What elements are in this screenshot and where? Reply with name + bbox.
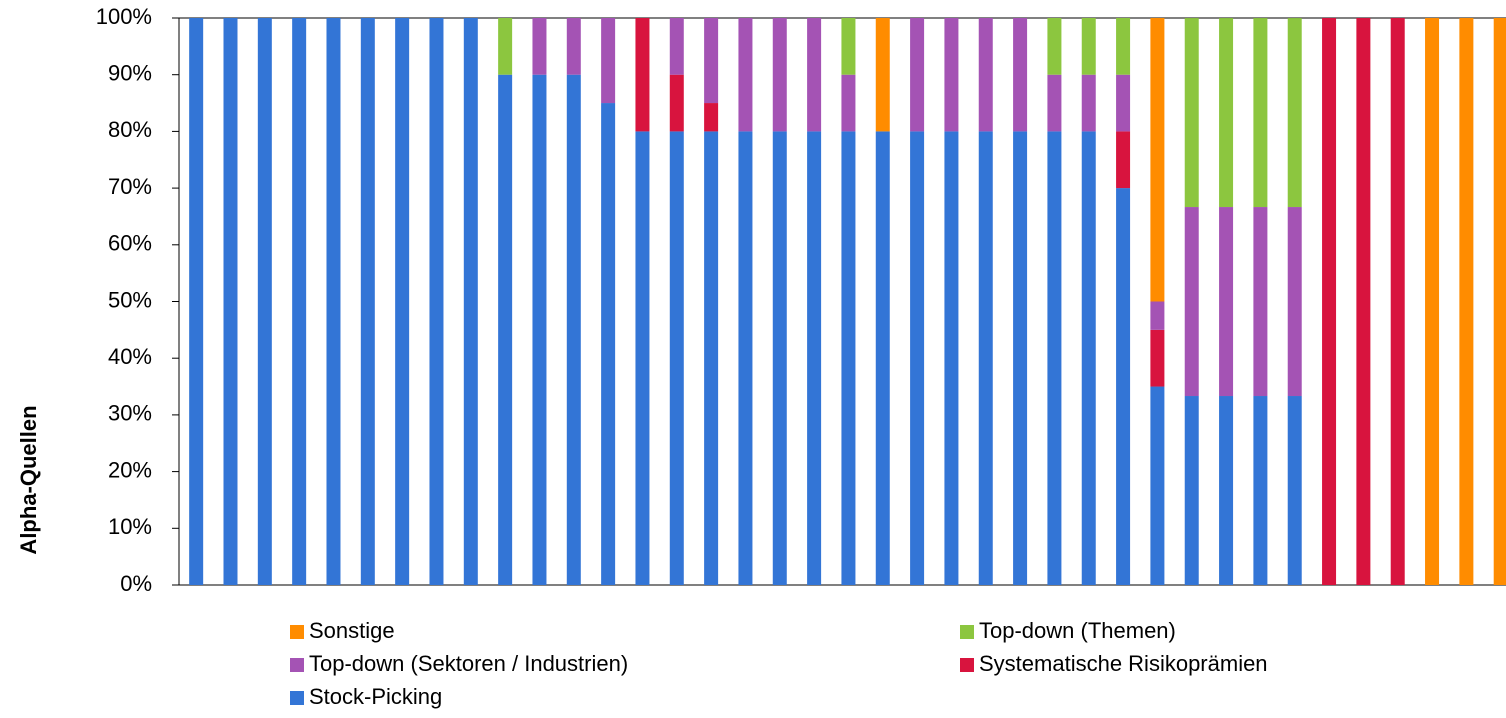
legend-swatch [290, 625, 304, 639]
y-tick-label: 40% [108, 344, 152, 369]
bar-segment [566, 18, 581, 75]
bar-segment [1253, 396, 1268, 585]
bar-segment [1150, 329, 1165, 387]
bar-segment [429, 18, 444, 585]
bar-segment [704, 131, 719, 585]
bar-segment [978, 131, 993, 585]
y-axis-label: Alpha-Quellen [16, 405, 41, 554]
bar-segment [1116, 131, 1131, 189]
legend-label: Systematische Risikoprämien [979, 651, 1268, 676]
bar-segment [635, 131, 650, 585]
bar-segment [704, 18, 719, 104]
bar-segment [978, 18, 993, 132]
y-tick-label: 80% [108, 117, 152, 142]
bar-segment [395, 18, 410, 585]
bar-segment [1287, 207, 1302, 397]
bar-segment [1013, 18, 1028, 132]
bar-segment [1184, 207, 1199, 397]
bar-segment [841, 18, 856, 75]
bar-segment [635, 18, 650, 132]
bar-segment [601, 18, 616, 104]
bar-segment [463, 18, 478, 585]
bar-segment [1390, 18, 1405, 585]
bar-segment [772, 18, 787, 132]
bar-segment [1150, 301, 1165, 330]
bar-segment [257, 18, 272, 585]
bar-segment [1116, 188, 1131, 585]
bar-segment [738, 18, 753, 132]
legend-label: Stock-Picking [309, 684, 442, 709]
bar-segment [601, 103, 616, 586]
bar-segment [1116, 18, 1131, 75]
bar-segment [1184, 396, 1199, 585]
legend-label: Top-down (Sektoren / Industrien) [309, 651, 628, 676]
bar-segment [875, 131, 890, 585]
bar-segment [1219, 207, 1234, 397]
bar-segment [910, 18, 925, 132]
bar-segment [1081, 74, 1096, 132]
bar-segment [498, 74, 513, 585]
bar-segment [1081, 131, 1096, 585]
bar-segment [807, 18, 822, 132]
bar-segment [944, 18, 959, 132]
bar-segment [532, 18, 547, 75]
bar-segment [807, 131, 822, 585]
bar-segment [1356, 18, 1371, 585]
bar-segment [1493, 18, 1506, 585]
bar-segment [1013, 131, 1028, 585]
bar-segment [223, 18, 238, 585]
bar-segment [1150, 386, 1165, 585]
bar-segment [1287, 396, 1302, 585]
bar-segment [1047, 131, 1062, 585]
y-tick-label: 60% [108, 231, 152, 256]
bar-segment [738, 131, 753, 585]
bar-segment [326, 18, 341, 585]
bar-segment [360, 18, 375, 585]
bar-segment [875, 18, 890, 132]
y-tick-label: 30% [108, 401, 152, 426]
legend-swatch [290, 691, 304, 705]
bar-segment [189, 18, 204, 585]
bar-segment [1150, 18, 1165, 302]
legend-label: Sonstige [309, 618, 395, 643]
y-tick-label: 10% [108, 514, 152, 539]
bar-segment [1219, 18, 1234, 208]
y-tick-label: 70% [108, 174, 152, 199]
y-tick-label: 50% [108, 287, 152, 312]
bar-segment [669, 74, 684, 132]
bar-segment [532, 74, 547, 585]
bar-segment [498, 18, 513, 75]
bar-segment [669, 131, 684, 585]
bar-segment [841, 74, 856, 132]
bar-segment [1287, 18, 1302, 208]
bar-segment [669, 18, 684, 75]
bar-segment [944, 131, 959, 585]
bar-segment [566, 74, 581, 585]
y-tick-label: 90% [108, 61, 152, 86]
legend-swatch [960, 625, 974, 639]
bar-segment [1253, 207, 1268, 397]
bar-segment [1047, 18, 1062, 75]
y-tick-label: 0% [120, 571, 152, 596]
bar-segment [1116, 74, 1131, 132]
bar-segment [1047, 74, 1062, 132]
bar-segment [1184, 18, 1199, 208]
bar-segment [841, 131, 856, 585]
legend-swatch [290, 658, 304, 672]
bar-segment [1081, 18, 1096, 75]
bar-segment [910, 131, 925, 585]
bar-segment [1253, 18, 1268, 208]
y-tick-label: 20% [108, 457, 152, 482]
y-tick-label: 100% [96, 4, 152, 29]
legend-swatch [960, 658, 974, 672]
bar-segment [704, 103, 719, 132]
bar-segment [772, 131, 787, 585]
legend-label: Top-down (Themen) [979, 618, 1176, 643]
bar-segment [1425, 18, 1440, 585]
bar-segment [1322, 18, 1337, 585]
bar-segment [292, 18, 307, 585]
bar-segment [1459, 18, 1474, 585]
bar-segment [1219, 396, 1234, 585]
